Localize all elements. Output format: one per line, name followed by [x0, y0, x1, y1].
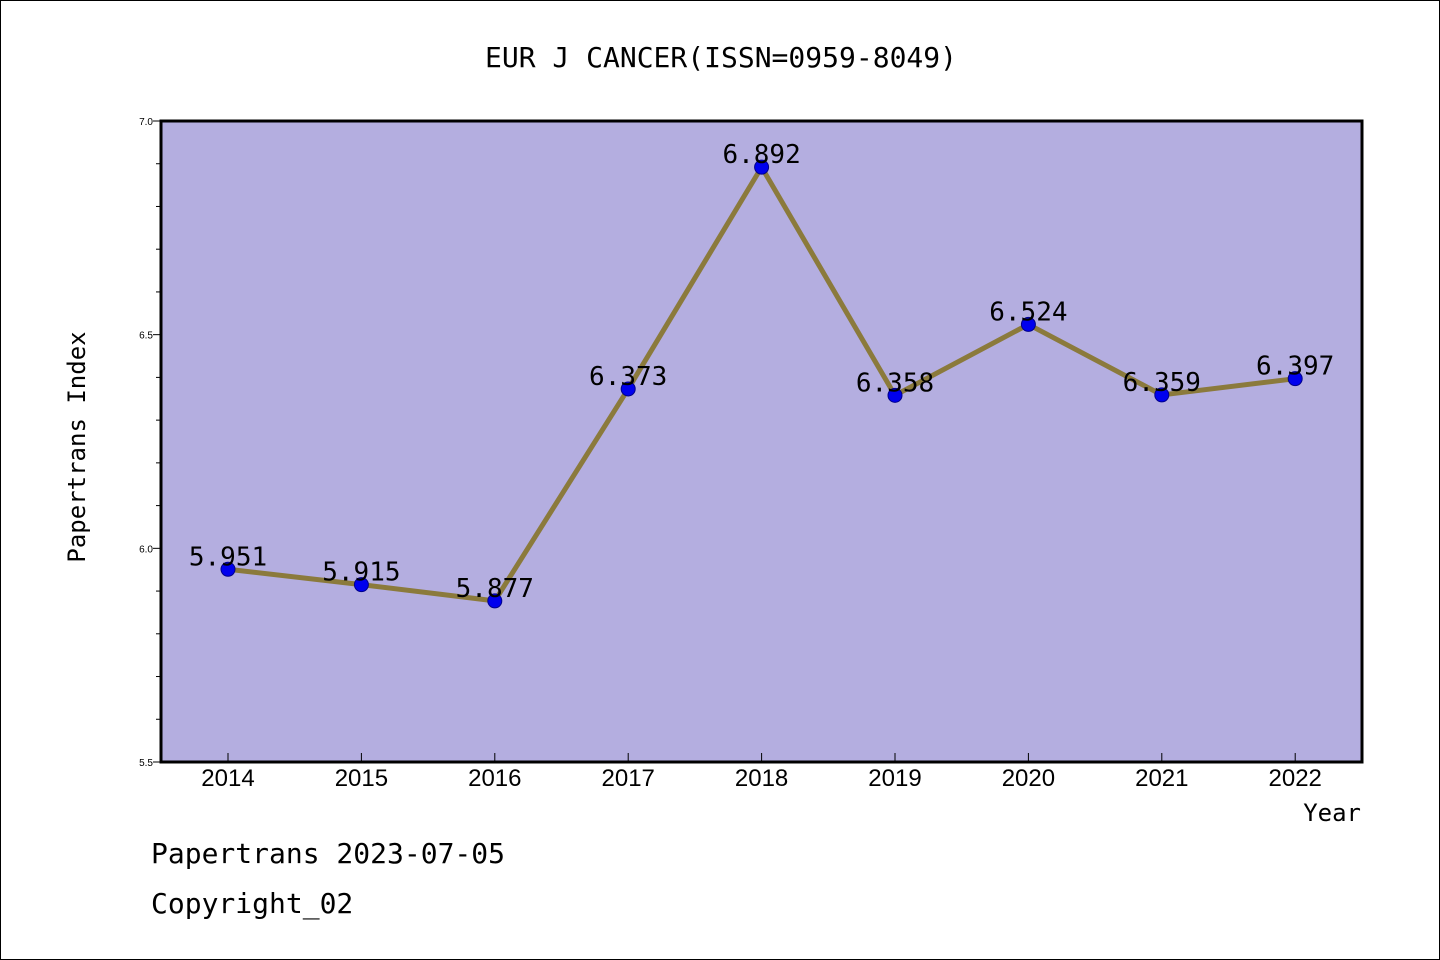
data-label: 6.397 — [1256, 352, 1334, 382]
x-axis-title: Year — [1303, 799, 1361, 827]
data-point-marker — [754, 159, 770, 175]
y-tick-label: 6.0 — [139, 544, 153, 555]
data-label: 5.915 — [322, 558, 400, 588]
x-tick-label: 2019 — [868, 765, 921, 792]
data-label: 6.892 — [722, 140, 800, 170]
data-point-marker — [487, 593, 503, 609]
plot-area — [159, 119, 1364, 764]
data-point-marker — [1020, 316, 1036, 332]
data-point-marker — [220, 561, 236, 577]
y-tick-label: 7.0 — [139, 117, 153, 128]
data-point-marker — [1287, 371, 1303, 387]
data-point-marker — [353, 577, 369, 593]
chart-title: EUR J CANCER(ISSN=0959-8049) — [485, 41, 957, 74]
data-label: 6.373 — [589, 362, 667, 392]
x-tick-label: 2022 — [1269, 765, 1322, 792]
x-tick-label: 2014 — [201, 765, 254, 792]
data-point-marker — [887, 387, 903, 403]
x-tick-label: 2015 — [335, 765, 388, 792]
data-label: 6.359 — [1123, 368, 1201, 398]
x-axis-ticks: 2014 2015 2016 2017 2018 2019 2020 2021 2022 — [201, 753, 1322, 792]
x-tick-label: 2016 — [468, 765, 521, 792]
x-tick-label: 2020 — [1002, 765, 1055, 792]
y-axis-title: Papertrans Index — [63, 331, 91, 562]
data-markers — [220, 159, 1303, 609]
y-tick-label: 6.5 — [139, 331, 153, 342]
x-tick-label: 2017 — [602, 765, 655, 792]
x-tick-label: 2021 — [1135, 765, 1188, 792]
footer-copyright-line: Copyright_02 — [151, 887, 354, 920]
data-point-marker — [1154, 387, 1170, 403]
y-tick-label: 5.5 — [139, 758, 153, 769]
data-point-marker — [620, 381, 636, 397]
data-label: 5.951 — [189, 542, 267, 572]
footer-date-line: Papertrans 2023-07-05 — [151, 837, 506, 870]
data-labels: 5.951 5.915 5.877 6.373 6.892 6.358 6.524 6.359… — [189, 140, 1334, 604]
y-axis-ticks: 5.5 6.0 6.5 7.0 — [139, 117, 161, 769]
data-label: 6.524 — [989, 297, 1067, 327]
x-tick-label: 2018 — [735, 765, 788, 792]
data-label: 6.358 — [856, 368, 934, 398]
data-label: 5.877 — [456, 574, 534, 604]
